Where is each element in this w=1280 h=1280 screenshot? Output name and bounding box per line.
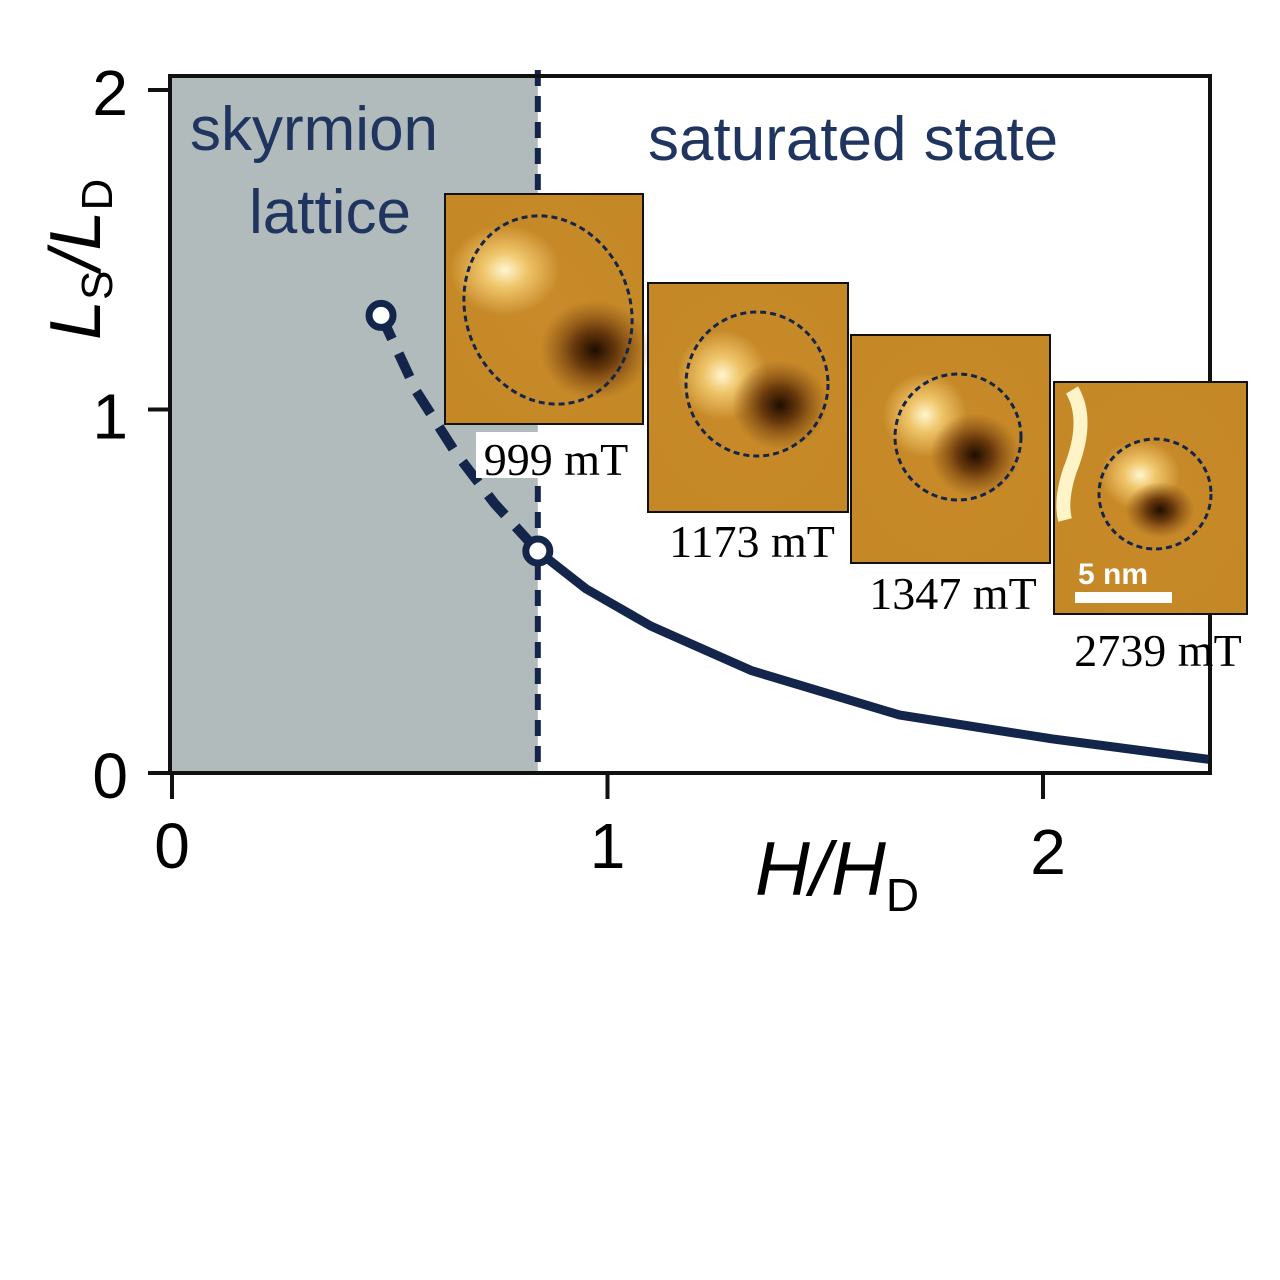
inset-label: 999 mT xyxy=(484,434,628,485)
y-tick-label: 2 xyxy=(92,57,128,129)
region-label-saturated: saturated state xyxy=(648,105,1058,174)
y-tick-label: 1 xyxy=(92,381,128,453)
x-tick-label: 0 xyxy=(154,810,190,882)
x-tick-label: 1 xyxy=(590,810,626,882)
y-tick-label: 0 xyxy=(92,740,128,812)
scale-bar-label: 5 nm xyxy=(1078,558,1148,591)
x-tick-label: 2 xyxy=(1030,816,1066,888)
series-solid-line xyxy=(535,547,1210,764)
inset-1173 xyxy=(647,282,849,513)
endpoint-marker xyxy=(365,299,397,331)
region-label-skyrmion: skyrmion xyxy=(190,95,438,164)
inset-label: 1347 mT xyxy=(869,568,1036,619)
endpoint-marker xyxy=(522,535,554,567)
region-label-lattice: lattice xyxy=(249,178,411,247)
x-axis-label: H/HD xyxy=(755,827,919,921)
inset-999 xyxy=(444,193,650,425)
inset-2739 xyxy=(1053,381,1248,615)
scale-bar xyxy=(1075,592,1172,603)
series-dashed-line xyxy=(376,313,542,555)
inset-1347 xyxy=(850,334,1051,564)
y-axis-label: LS/LD xyxy=(36,179,122,340)
inset-label: 1173 mT xyxy=(669,516,835,567)
inset-label: 2739 mT xyxy=(1074,625,1241,676)
